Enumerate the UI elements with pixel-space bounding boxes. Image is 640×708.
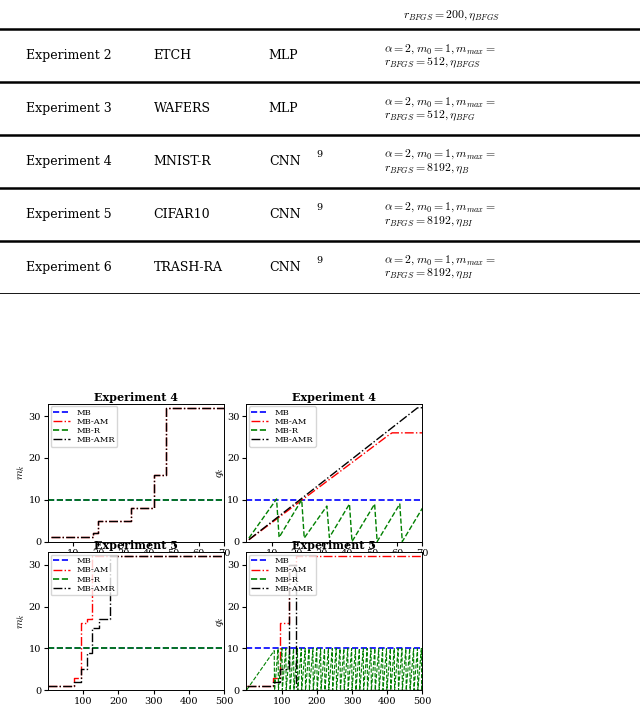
Text: $\alpha = 2, m_0 = 1, m_{max} =$: $\alpha = 2, m_0 = 1, m_{max} =$ [384,201,496,215]
Text: Experiment 2: Experiment 2 [26,50,111,62]
Legend: MB, MB-AM, MB-R, MB-AMR: MB, MB-AM, MB-R, MB-AMR [51,406,118,447]
Text: $\alpha = 2, m_0 = 1, m_{max} =$: $\alpha = 2, m_0 = 1, m_{max} =$ [384,253,496,267]
Y-axis label: $m_k$: $m_k$ [17,613,28,629]
X-axis label: Iteration (k): Iteration (k) [104,563,168,572]
Text: Experiment 3: Experiment 3 [26,102,111,115]
Text: Experiment 5: Experiment 5 [26,208,111,221]
Title: Experiment 5: Experiment 5 [292,540,376,552]
Text: $\alpha = 2, m_0 = 1, m_{max} =$: $\alpha = 2, m_0 = 1, m_{max} =$ [384,95,496,108]
Text: 9: 9 [317,256,323,265]
Legend: MB, MB-AM, MB-R, MB-AMR: MB, MB-AM, MB-R, MB-AMR [51,555,118,595]
Y-axis label: $q_k$: $q_k$ [214,467,226,478]
Text: $r_{BFGS} = 200, \eta_{BFGS}$: $r_{BFGS} = 200, \eta_{BFGS}$ [403,8,500,23]
Text: 9: 9 [317,150,323,159]
Text: $r_{BFGS} = 512, \eta_{BFGS}$: $r_{BFGS} = 512, \eta_{BFGS}$ [384,55,481,70]
Text: CNN: CNN [269,155,300,168]
Title: Experiment 5: Experiment 5 [94,540,178,552]
Y-axis label: $q_k$: $q_k$ [214,616,226,627]
Text: $r_{BFGS} = 512, \eta_{BFG}$: $r_{BFGS} = 512, \eta_{BFG}$ [384,108,476,122]
Text: $\alpha = 2, m_0 = 1, m_{max} =$: $\alpha = 2, m_0 = 1, m_{max} =$ [384,42,496,56]
Title: Experiment 4: Experiment 4 [292,392,376,403]
Text: 9: 9 [317,202,323,212]
Text: $r_{BFGS} = 8192, \eta_{BI}$: $r_{BFGS} = 8192, \eta_{BI}$ [384,267,474,281]
Text: Experiment 4: Experiment 4 [26,155,111,168]
Text: $r_{BFGS} = 8192, \eta_B$: $r_{BFGS} = 8192, \eta_B$ [384,161,470,176]
Text: CIFAR10: CIFAR10 [154,208,210,221]
Text: ETCH: ETCH [154,50,192,62]
Text: MNIST-R: MNIST-R [154,155,211,168]
Text: CNN: CNN [269,208,300,221]
Text: WAFERS: WAFERS [154,102,211,115]
Text: $\alpha = 2, m_0 = 1, m_{max} =$: $\alpha = 2, m_0 = 1, m_{max} =$ [384,148,496,161]
X-axis label: Iteration (k): Iteration (k) [303,563,366,572]
Legend: MB, MB-AM, MB-R, MB-AMR: MB, MB-AM, MB-R, MB-AMR [249,555,316,595]
Y-axis label: $m_k$: $m_k$ [17,464,28,481]
Text: MLP: MLP [269,102,298,115]
Text: TRASH-RA: TRASH-RA [154,261,223,274]
Text: CNN: CNN [269,261,300,274]
Text: Experiment 6: Experiment 6 [26,261,111,274]
Title: Experiment 4: Experiment 4 [94,392,178,403]
Legend: MB, MB-AM, MB-R, MB-AMR: MB, MB-AM, MB-R, MB-AMR [249,406,316,447]
Text: MLP: MLP [269,50,298,62]
Text: $r_{BFGS} = 8192, \eta_{BI}$: $r_{BFGS} = 8192, \eta_{BI}$ [384,215,474,229]
